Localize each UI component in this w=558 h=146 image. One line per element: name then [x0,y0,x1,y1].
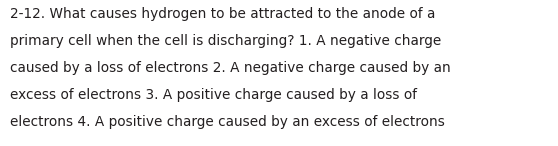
Text: excess of electrons 3. A positive charge caused by a loss of: excess of electrons 3. A positive charge… [10,88,417,102]
Text: primary cell when the cell is discharging? 1. A negative charge: primary cell when the cell is dischargin… [10,34,441,48]
Text: electrons 4. A positive charge caused by an excess of electrons: electrons 4. A positive charge caused by… [10,115,445,129]
Text: caused by a loss of electrons 2. A negative charge caused by an: caused by a loss of electrons 2. A negat… [10,61,451,75]
Text: 2-12. What causes hydrogen to be attracted to the anode of a: 2-12. What causes hydrogen to be attract… [10,7,435,21]
